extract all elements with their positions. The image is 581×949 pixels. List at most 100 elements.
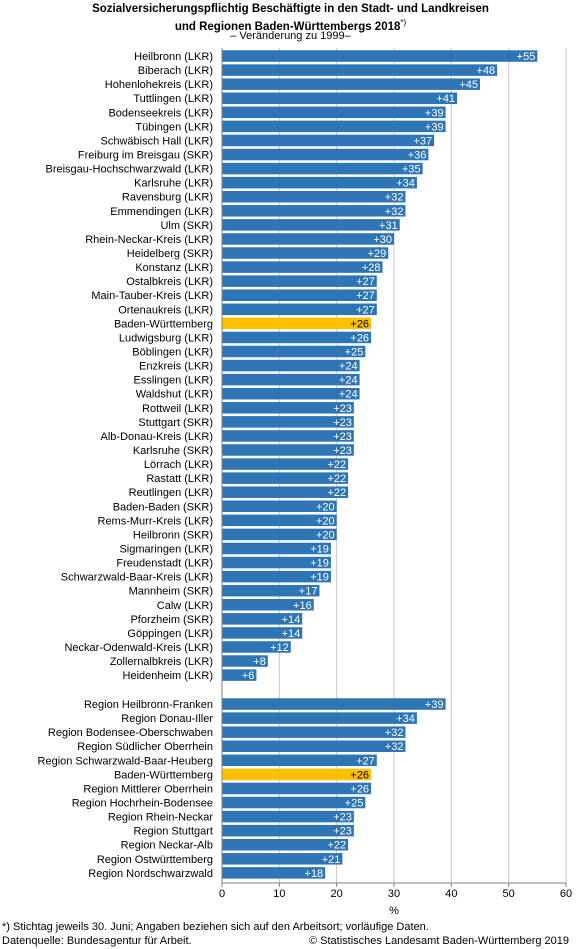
chart-subtitle: – Veränderung zu 1999– bbox=[230, 30, 351, 42]
copyright: © Statistisches Landesamt Baden-Württemb… bbox=[308, 935, 569, 947]
value-label: +27 bbox=[356, 304, 375, 316]
category-label: Stuttgart (SKR) bbox=[138, 417, 213, 429]
value-label: +27 bbox=[356, 276, 375, 288]
value-label: +35 bbox=[402, 164, 421, 176]
bar bbox=[222, 584, 320, 597]
value-label: +29 bbox=[368, 248, 387, 260]
x-tick-label: 0 bbox=[219, 888, 225, 900]
bar bbox=[222, 712, 417, 724]
value-label: +30 bbox=[373, 234, 392, 246]
value-label: +24 bbox=[339, 389, 358, 401]
value-label: +17 bbox=[299, 586, 318, 598]
value-label: +18 bbox=[305, 868, 324, 880]
bar bbox=[222, 190, 406, 203]
bar bbox=[222, 782, 372, 795]
bar bbox=[222, 867, 326, 879]
value-label: +16 bbox=[293, 600, 312, 612]
bar bbox=[222, 754, 377, 767]
value-label: +24 bbox=[339, 375, 358, 387]
value-label: +25 bbox=[345, 798, 364, 810]
category-label: Alb-Donau-Kreis (LKR) bbox=[101, 431, 213, 443]
x-tick-label: 30 bbox=[388, 888, 400, 900]
category-label: Reutlingen (LKR) bbox=[129, 487, 213, 499]
value-label: +32 bbox=[385, 192, 404, 204]
bar bbox=[222, 838, 349, 851]
value-label: +32 bbox=[385, 741, 404, 753]
category-label: Region Bodensee-Oberschwaben bbox=[48, 727, 213, 739]
title-line-1: Sozialversicherungspflichtig Beschäftigt… bbox=[92, 3, 489, 15]
value-label: +39 bbox=[425, 121, 444, 133]
value-label: +41 bbox=[436, 93, 455, 105]
bar bbox=[222, 345, 366, 358]
bar bbox=[222, 599, 314, 611]
category-label: Breisgau-Hochschwarzwald (LKR) bbox=[45, 164, 213, 176]
bar bbox=[222, 387, 360, 400]
category-label: Region Südlicher Oberrhein bbox=[77, 741, 213, 753]
bar bbox=[222, 698, 446, 710]
category-label: Calw (LKR) bbox=[157, 600, 213, 612]
value-label: +14 bbox=[282, 614, 301, 626]
bar bbox=[222, 542, 331, 555]
bar bbox=[222, 359, 360, 372]
bar bbox=[222, 613, 303, 625]
bar bbox=[222, 275, 377, 287]
value-label: +24 bbox=[339, 361, 358, 373]
value-label: +26 bbox=[350, 783, 369, 795]
category-label: Mannheim (SKR) bbox=[129, 586, 213, 598]
bar bbox=[222, 78, 480, 90]
category-label: Freiburg im Breisgau (SKR) bbox=[78, 150, 213, 162]
bar bbox=[222, 430, 354, 442]
category-label: Region Hochrhein-Bodensee bbox=[72, 798, 213, 810]
bar bbox=[222, 500, 337, 513]
bar bbox=[222, 162, 423, 175]
category-label: Böblingen (LKR) bbox=[132, 347, 213, 359]
value-label: +34 bbox=[396, 713, 415, 725]
bar bbox=[222, 247, 389, 259]
bar bbox=[222, 233, 394, 245]
bar bbox=[222, 64, 498, 76]
value-label: +25 bbox=[345, 347, 364, 359]
category-label: Baden-Württemberg bbox=[114, 769, 213, 781]
value-label: +8 bbox=[253, 656, 266, 668]
value-label: +26 bbox=[350, 332, 369, 344]
bar bbox=[222, 148, 429, 161]
bar bbox=[222, 669, 257, 681]
value-label: +37 bbox=[413, 135, 432, 147]
value-label: +39 bbox=[425, 699, 444, 711]
bar bbox=[222, 176, 417, 189]
value-label: +31 bbox=[379, 220, 398, 232]
category-label: Waldshut (LKR) bbox=[136, 389, 213, 401]
category-label: Sigmaringen (LKR) bbox=[119, 543, 213, 555]
bar bbox=[222, 556, 331, 569]
bar bbox=[222, 514, 337, 527]
value-label: +20 bbox=[316, 501, 335, 513]
value-label: +19 bbox=[310, 572, 329, 584]
bar bbox=[222, 796, 366, 809]
category-label: Ravensburg (LKR) bbox=[122, 192, 213, 204]
value-label: +32 bbox=[385, 206, 404, 218]
category-label: Neckar-Odenwald-Kreis (LKR) bbox=[64, 642, 213, 654]
bar bbox=[222, 444, 354, 456]
x-tick-label: 50 bbox=[503, 888, 515, 900]
bar bbox=[222, 486, 349, 498]
value-label: +22 bbox=[327, 459, 346, 471]
bar bbox=[222, 472, 349, 484]
bar bbox=[222, 810, 354, 823]
category-label: Baden-Baden (SKR) bbox=[113, 501, 213, 513]
category-label: Bodenseekreis (LKR) bbox=[108, 107, 213, 119]
category-label: Pforzheim (SKR) bbox=[130, 614, 213, 626]
value-label: +48 bbox=[477, 65, 496, 77]
category-label: Ulm (SKR) bbox=[160, 220, 213, 232]
bar bbox=[222, 726, 406, 738]
category-label: Ortenaukreis (LKR) bbox=[118, 304, 213, 316]
value-label: +23 bbox=[333, 403, 352, 415]
category-label: Rhein-Neckar-Kreis (LKR) bbox=[85, 234, 213, 246]
x-tick-label: 10 bbox=[273, 888, 285, 900]
value-label: +12 bbox=[270, 642, 289, 654]
category-label: Region Heilbronn-Franken bbox=[84, 699, 213, 711]
bar bbox=[222, 120, 446, 133]
value-label: +20 bbox=[316, 529, 335, 541]
value-label: +39 bbox=[425, 107, 444, 119]
category-label: Zollernalbkreis (LKR) bbox=[110, 656, 213, 668]
